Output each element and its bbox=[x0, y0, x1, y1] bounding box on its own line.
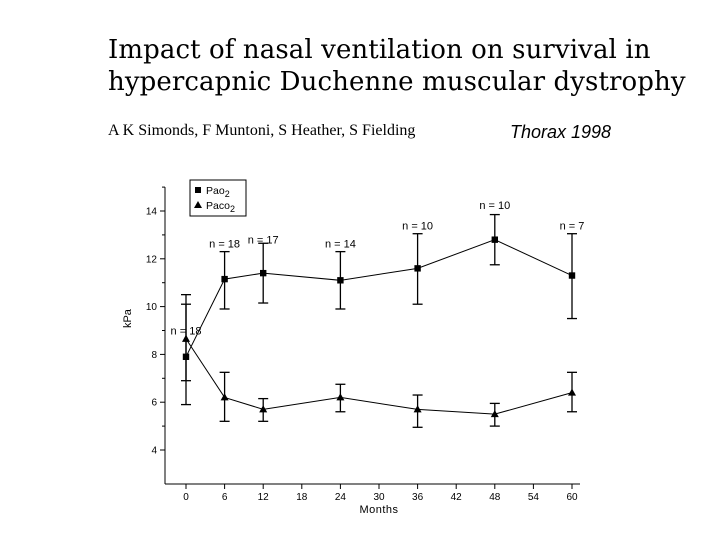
x-tick-label: 18 bbox=[296, 492, 308, 503]
legend-label: Pao2 bbox=[206, 185, 230, 199]
sample-size-label: n = 17 bbox=[248, 235, 279, 247]
series-pao2 bbox=[181, 213, 577, 382]
x-axis-label: Months bbox=[359, 504, 398, 516]
legend-triangle-icon bbox=[194, 201, 202, 208]
data-point-triangle bbox=[259, 405, 268, 413]
x-tick-label: 54 bbox=[528, 492, 540, 503]
data-point-square bbox=[414, 265, 421, 272]
x-tick-label: 48 bbox=[489, 492, 501, 503]
sample-size-label: n = 10 bbox=[402, 220, 433, 232]
data-point-triangle bbox=[413, 405, 422, 413]
series-paco2 bbox=[181, 303, 577, 428]
y-tick-label: 12 bbox=[146, 254, 158, 265]
x-tick-label: 6 bbox=[222, 492, 228, 503]
data-point-triangle bbox=[568, 388, 576, 396]
y-tick-label: 10 bbox=[146, 302, 158, 313]
title-line-2: hypercapnic Duchenne muscular dystrophy bbox=[108, 67, 686, 97]
x-tick-label: 36 bbox=[412, 492, 424, 503]
axes: 4 6 8 10 12 14 0 6 12 18 24 30 36 42 48 54 60 Months kPa bbox=[122, 186, 580, 516]
x-tick-label: 60 bbox=[566, 492, 578, 503]
sample-size-label: n = 7 bbox=[560, 220, 585, 232]
data-point-square bbox=[221, 275, 228, 283]
legend-label: Paco2 bbox=[206, 200, 235, 214]
annotation-layer: n = 18 n = 18 n = 17 n = 14 n = 10 n = 10 n = … bbox=[171, 200, 585, 337]
x-tick-label: 24 bbox=[335, 492, 347, 503]
x-tick-label: 42 bbox=[451, 492, 463, 503]
slide-title: Impact of nasal ventilation on survival … bbox=[108, 34, 708, 98]
data-point-triangle bbox=[490, 409, 499, 418]
journal-citation: Thorax 1998 bbox=[510, 122, 612, 142]
title-line-1: Impact of nasal ventilation on survival … bbox=[108, 35, 651, 65]
x-tick-label: 30 bbox=[373, 492, 385, 503]
y-tick-label: 4 bbox=[151, 446, 157, 457]
sample-size-label: n = 10 bbox=[479, 200, 510, 212]
y-tick-label: 6 bbox=[151, 398, 157, 409]
y-tick-label: 8 bbox=[151, 350, 157, 361]
data-point-square bbox=[491, 236, 498, 243]
sample-size-label: n = 18 bbox=[209, 238, 240, 250]
series-layer bbox=[181, 213, 577, 428]
y-axis-label: kPa bbox=[122, 308, 134, 328]
sample-size-label: n = 18 bbox=[171, 326, 202, 338]
data-point-square bbox=[337, 277, 344, 284]
sample-size-label: n = 14 bbox=[325, 238, 356, 250]
y-tick-label: 14 bbox=[146, 207, 158, 218]
data-point-square bbox=[260, 269, 267, 277]
series-line bbox=[185, 239, 573, 358]
authors: A K Simonds, F Muntoni, S Heather, S Fie… bbox=[108, 122, 416, 139]
legend-box bbox=[189, 179, 247, 217]
data-point-triangle bbox=[336, 393, 345, 401]
legend-square-icon bbox=[195, 187, 201, 193]
data-point-triangle bbox=[182, 334, 190, 342]
data-point-square bbox=[568, 272, 576, 279]
data-point-triangle bbox=[220, 393, 229, 401]
series-line bbox=[185, 338, 573, 415]
x-tick-label: 0 bbox=[183, 492, 189, 503]
x-tick-label: 12 bbox=[258, 492, 270, 503]
